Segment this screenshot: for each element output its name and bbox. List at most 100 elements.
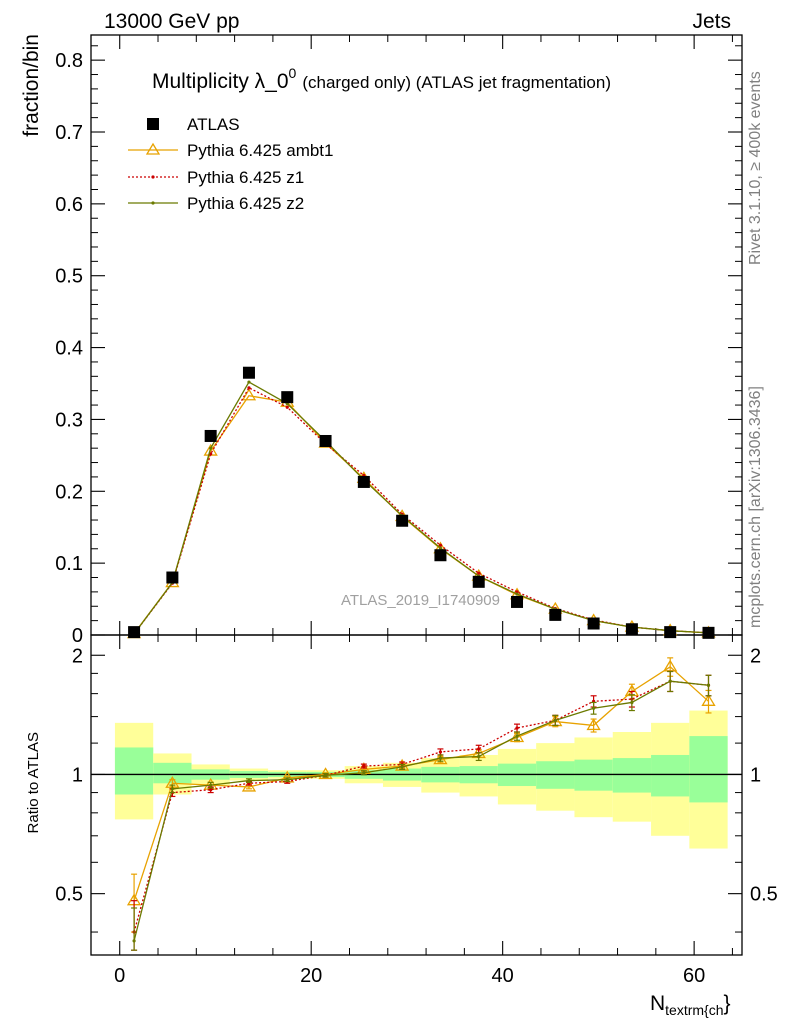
ratio-point-z2 [362, 771, 366, 775]
xtick-label: 60 [683, 965, 705, 987]
band-inner-1 [153, 762, 192, 784]
rivet-label: Rivet 3.1.10, ≥ 400k events [747, 71, 764, 265]
main-point-z2 [438, 546, 443, 550]
ratio-point-z2 [132, 939, 136, 943]
legend: ATLAS Pythia 6.425 ambt1 Pythia 6.425 z1… [128, 115, 333, 213]
main-point-data [166, 571, 179, 584]
main-ytick-label: 0.5 [55, 266, 83, 288]
main-point-data [357, 475, 370, 488]
main-point-data [281, 391, 294, 404]
legend-marker-z1 [151, 175, 155, 179]
x-axis-label-main: N [650, 992, 665, 1015]
main-line-z2 [133, 381, 709, 635]
ratio-ytick-label: 2 [72, 645, 83, 667]
main-ytick-label: 0.1 [55, 553, 83, 575]
ratio-point-z1 [515, 726, 519, 730]
axes-frames [90, 34, 743, 956]
ratio-point-z2 [438, 756, 443, 760]
ratio-point-z1 [362, 764, 366, 768]
ratio-point-z2 [285, 778, 289, 782]
legend-label-z2: Pythia 6.425 z2 [187, 194, 304, 213]
main-point-z2 [209, 446, 213, 450]
main-point-data [242, 366, 255, 379]
main-point-data [319, 434, 332, 447]
ratio-point-z1 [477, 747, 481, 751]
header-right: Jets [692, 10, 731, 33]
ratio-point-z2 [400, 765, 404, 769]
band-inner-15 [689, 736, 728, 803]
main-point-data [702, 626, 715, 639]
band-inner-12 [574, 759, 613, 791]
ratio-point-ambt1 [663, 659, 678, 672]
header-left: 13000 GeV pp [104, 10, 239, 33]
legend-marker-ambt1 [145, 142, 161, 155]
mcplots-label: mcplots.cern.ch [arXiv:1306.3436] [747, 386, 764, 628]
legend-label-atlas: ATLAS [187, 115, 240, 134]
ratio-series [126, 657, 716, 951]
chart-title-rest: (charged only) (ATLAS jet fragmentation) [302, 73, 611, 92]
ratio-point-z2 [668, 679, 672, 683]
legend-marker-z2 [151, 201, 155, 205]
main-point-data [128, 626, 141, 639]
main-point-data [396, 514, 409, 527]
main-point-data [625, 623, 638, 636]
ratio-line-z1 [133, 680, 709, 933]
ratio-ytick-label: 0.5 [55, 884, 83, 906]
ratio-ytick-label: 1 [72, 764, 83, 786]
ratio-point-z2 [247, 778, 251, 783]
chart-title-main: Multiplicity λ_0 [152, 70, 289, 93]
ratio-point-z2 [170, 787, 174, 791]
ratio-line-z2 [133, 680, 709, 942]
main-point-ambt1 [241, 388, 257, 401]
ratio-point-z1 [209, 788, 213, 792]
main-ytick-label: 0.2 [55, 481, 83, 503]
ratio-point-z2 [323, 773, 328, 777]
band-inner-13 [612, 758, 652, 793]
axis-ticks: 00.10.20.30.40.50.60.70.80 20 40 600.5 0.51 1… [55, 35, 778, 987]
ratio-frame [90, 634, 743, 956]
main-ytick-label: 0.6 [55, 194, 83, 216]
main-point-z1 [285, 405, 289, 409]
legend-label-z1: Pythia 6.425 z1 [187, 168, 304, 187]
main-point-z1 [477, 571, 481, 575]
main-ytick-label: 0.3 [55, 409, 83, 431]
xtick-label: 40 [492, 965, 514, 987]
main-point-z2 [515, 592, 519, 596]
main-ytick-label: 0.8 [55, 50, 83, 72]
main-ytick-label: 0.7 [55, 122, 83, 144]
x-axis-label-sub: textrm{ch [665, 1002, 723, 1018]
main-point-z1 [247, 386, 251, 390]
main-point-z2 [247, 380, 251, 384]
ratio-point-ambt1 [241, 779, 257, 792]
ratio-point-z1 [438, 750, 443, 754]
ratio-point-ambt1 [586, 718, 601, 731]
ratio-point-z2 [592, 706, 596, 710]
ratio-ytick-label-right: 0.5 [750, 884, 778, 906]
main-point-data [204, 429, 217, 442]
ratio-point-ambt1 [509, 730, 525, 743]
main-line-z1 [133, 386, 709, 635]
ratio-point-ambt1 [701, 694, 716, 706]
ratio-ytick-label-right: 2 [750, 645, 761, 667]
chart-title-sup: 0 [289, 65, 297, 81]
ratio-point-z2 [515, 734, 519, 738]
xtick-label: 0 [114, 965, 125, 987]
main-point-data [434, 549, 447, 562]
ratio-point-z2 [553, 718, 557, 722]
main-series [126, 366, 716, 639]
main-point-data [472, 575, 485, 588]
ratio-uncertainty-bands [91, 710, 742, 849]
ratio-ylabel: Ratio to ATLAS [25, 732, 42, 833]
legend-marker-atlas [147, 118, 159, 130]
main-point-z1 [438, 543, 443, 547]
ratio-ytick-label-right: 1 [750, 764, 761, 786]
main-ytick-label: 0 [72, 625, 83, 647]
main-point-data [511, 595, 524, 608]
band-inner-14 [651, 754, 690, 797]
ratio-point-z2 [209, 783, 213, 787]
ratio-point-z2 [477, 754, 481, 759]
x-axis-label-close: } [724, 992, 731, 1015]
x-axis-label: Ntextrm{ch} [650, 992, 731, 1018]
ratio-point-z2 [706, 683, 711, 687]
